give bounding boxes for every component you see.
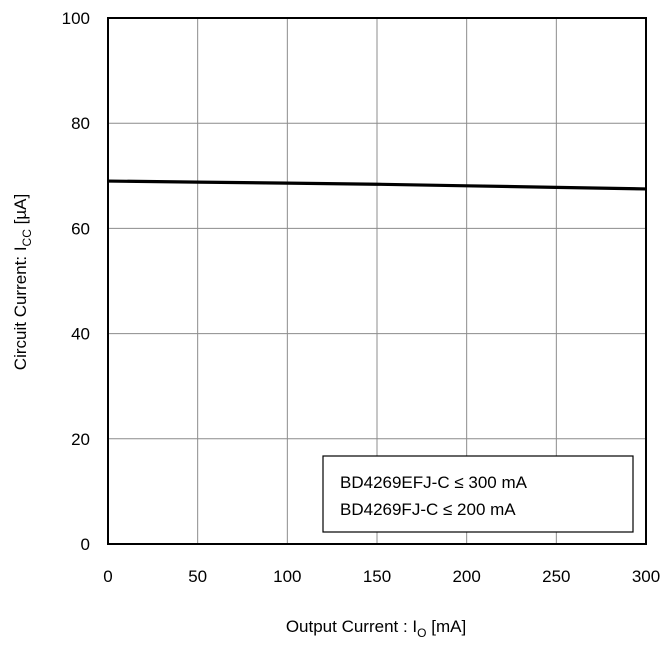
x-tick-labels: 0 50 100 150 200 250 300 bbox=[103, 567, 660, 586]
legend-entry: BD4269EFJ-C ≤ 300 mA bbox=[340, 473, 528, 492]
y-tick-label: 60 bbox=[71, 219, 90, 238]
x-tick-label: 50 bbox=[188, 567, 207, 586]
series-layer bbox=[107, 179, 647, 191]
legend-entry: BD4269FJ-C ≤ 200 mA bbox=[340, 500, 516, 519]
y-axis-label: Circuit Current: ICC [µA] bbox=[11, 194, 34, 370]
x-tick-label: 150 bbox=[363, 567, 391, 586]
x-axis-label-unit: [mA] bbox=[427, 617, 467, 636]
series-line bbox=[107, 179, 647, 191]
y-tick-label: 80 bbox=[71, 114, 90, 133]
plot-frame bbox=[107, 17, 647, 545]
x-tick-label: 0 bbox=[103, 567, 112, 586]
x-tick-label: 200 bbox=[452, 567, 480, 586]
x-axis-label-main: Output Current : I bbox=[286, 617, 417, 636]
x-tick-label: 250 bbox=[542, 567, 570, 586]
x-tick-label: 100 bbox=[273, 567, 301, 586]
y-axis-label-unit: [µA] bbox=[11, 194, 30, 229]
x-tick-label: 300 bbox=[632, 567, 660, 586]
y-axis-label-sub: CC bbox=[20, 229, 34, 247]
legend-box bbox=[322, 455, 634, 533]
x-axis-label: Output Current : IO [mA] bbox=[286, 617, 466, 640]
y-tick-label: 20 bbox=[71, 430, 90, 449]
y-tick-label: 100 bbox=[62, 9, 90, 28]
y-tick-label: 40 bbox=[71, 325, 90, 344]
y-axis-label-main: Circuit Current: I bbox=[11, 246, 30, 370]
y-tick-label: 0 bbox=[81, 535, 90, 554]
x-axis-label-sub: O bbox=[417, 626, 426, 640]
y-tick-labels: 0 20 40 60 80 100 bbox=[62, 9, 90, 554]
legend: BD4269EFJ-C ≤ 300 mA BD4269FJ-C ≤ 200 mA bbox=[322, 455, 634, 533]
